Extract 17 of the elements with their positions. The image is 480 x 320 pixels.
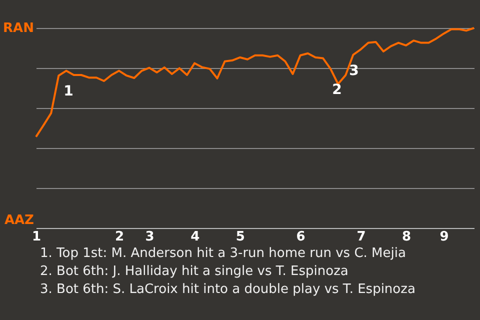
x-tick-label: 5 [236, 230, 245, 244]
annotation: 2 [332, 82, 342, 98]
x-tick-label: 9 [440, 230, 449, 244]
x-tick-label: 2 [115, 230, 124, 244]
text: 2. Bot 6th: J. Halliday hit a single vs T. Espinoza [40, 264, 348, 279]
text: 1. Top 1st: M. Anderson hit a 3-run home run vs C. Mejia [40, 246, 406, 261]
x-tick-label: 1 [32, 230, 42, 244]
x-tick-label: 3 [145, 230, 154, 244]
text: AAZ [4, 213, 34, 228]
x-tick-label: 8 [402, 230, 412, 244]
x-tick-label: 6 [296, 230, 306, 244]
text: 3. Bot 6th: S. LaCroix hit into a double play vs T. Espinoza [40, 282, 416, 297]
x-tick-label: 7 [356, 230, 366, 244]
x-tick-label: 4 [190, 230, 200, 244]
text: RAN [3, 21, 34, 36]
annotation: 1 [64, 84, 74, 100]
annotation: 3 [349, 63, 359, 79]
